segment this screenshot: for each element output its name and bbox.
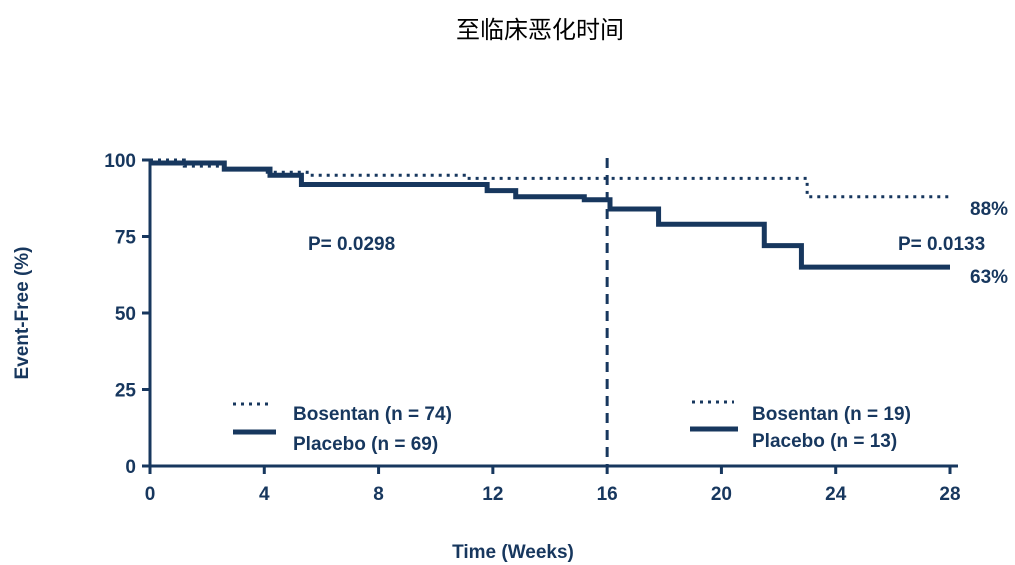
- y-tick-label: 0: [125, 457, 136, 478]
- x-tick-label: 16: [597, 484, 618, 505]
- x-axis-label: Time (Weeks): [452, 542, 574, 563]
- x-tick-label: 24: [825, 484, 847, 505]
- x-tick-label: 12: [482, 484, 503, 505]
- axis-ticks: 0 4 8 12 16 20 24 28 0 25 50 75 100: [104, 151, 960, 505]
- x-tick-label: 28: [939, 484, 960, 505]
- p-value-left: P= 0.0298: [308, 234, 395, 255]
- chart-title: 至临床恶化时间: [456, 16, 624, 44]
- legend-left-placebo-label: Placebo (n = 69): [293, 434, 438, 455]
- legend-right-placebo-label: Placebo (n = 13): [752, 431, 897, 452]
- legend-right-bosentan-label: Bosentan (n = 19): [752, 404, 911, 425]
- x-tick-label: 4: [259, 484, 270, 505]
- y-tick-label: 25: [115, 381, 137, 402]
- legend-right: Bosentan (n = 19) Placebo (n = 13): [690, 400, 911, 452]
- y-tick-label: 50: [115, 304, 136, 325]
- legend-left-bosentan-label: Bosentan (n = 74): [293, 404, 452, 425]
- y-axis-label: Event-Free (%): [12, 246, 33, 379]
- p-value-right: P= 0.0133: [898, 234, 985, 255]
- legend-left: Bosentan (n = 74) Placebo (n = 69): [233, 402, 452, 455]
- end-label-bosentan: 88%: [970, 199, 1008, 220]
- series-bosentan-line: [150, 158, 950, 199]
- end-label-placebo: 63%: [970, 267, 1008, 288]
- y-tick-label: 100: [104, 151, 136, 172]
- series-lines: [150, 158, 950, 270]
- x-tick-label: 0: [145, 484, 156, 505]
- series-placebo-line: [150, 160, 950, 270]
- y-tick-label: 75: [115, 228, 137, 249]
- x-tick-label: 20: [711, 484, 732, 505]
- x-tick-label: 8: [373, 484, 384, 505]
